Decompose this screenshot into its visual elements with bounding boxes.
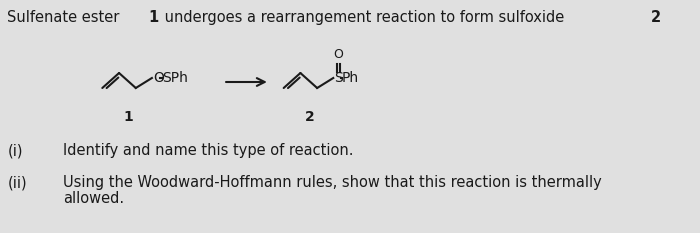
Text: undergoes a rearrangement reaction to form sulfoxide: undergoes a rearrangement reaction to fo… [160, 10, 569, 25]
Text: 1: 1 [123, 110, 133, 124]
Text: 2: 2 [304, 110, 314, 124]
Text: (ii): (ii) [8, 175, 27, 190]
Text: Ph: Ph [342, 71, 359, 85]
Text: allowed.: allowed. [63, 191, 125, 206]
Text: 1: 1 [148, 10, 158, 25]
Text: Identify and name this type of reaction.: Identify and name this type of reaction. [63, 143, 354, 158]
Text: O: O [333, 48, 343, 61]
Text: O: O [153, 71, 164, 85]
Text: Using the Woodward-Hoffmann rules, show that this reaction is thermally: Using the Woodward-Hoffmann rules, show … [63, 175, 602, 190]
Text: Sulfenate ester: Sulfenate ester [8, 10, 125, 25]
Text: SPh: SPh [162, 71, 188, 85]
Text: 2: 2 [651, 10, 661, 25]
Text: (i): (i) [8, 143, 23, 158]
Text: S: S [334, 71, 343, 85]
